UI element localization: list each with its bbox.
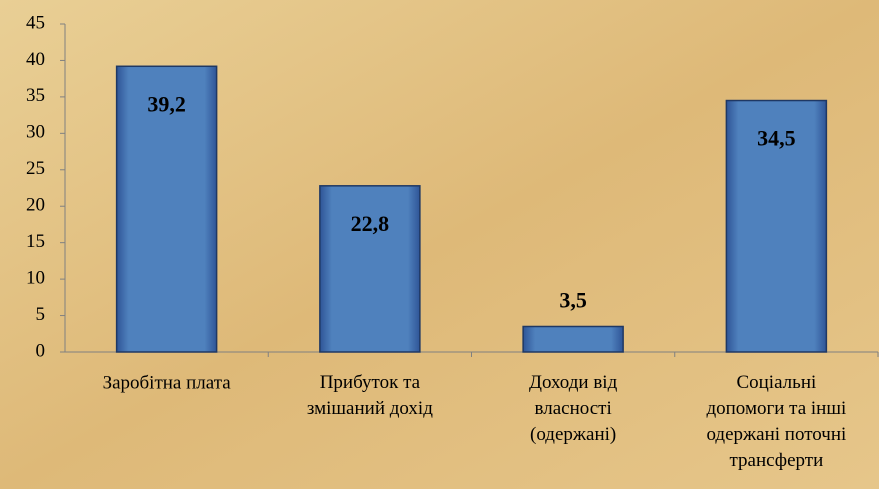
x-tick-label: Доходи від власності (одержані) [529, 372, 618, 445]
x-tick-label: Заробітна плата [103, 372, 232, 393]
y-tick-label: 35 [26, 85, 45, 106]
y-tick-label: 0 [36, 340, 46, 361]
y-tick-label: 15 [26, 231, 45, 252]
bar [725, 99, 828, 353]
y-tick-label: 20 [26, 195, 45, 216]
x-tick-label: Соціальні допомоги та інші одержані поточн… [706, 372, 846, 471]
value-label: 39,2 [147, 91, 186, 116]
bar [522, 325, 624, 353]
y-tick-label: 25 [26, 158, 45, 179]
bar [319, 185, 421, 353]
y-tick-label: 40 [26, 49, 45, 70]
value-label: 22,8 [351, 211, 390, 236]
value-label: 3,5 [559, 288, 587, 313]
bar [115, 65, 218, 353]
x-tick-label: Прибуток та змішаний дохід [307, 372, 433, 419]
y-tick-label: 10 [26, 267, 45, 288]
y-tick-label: 5 [36, 304, 46, 325]
y-tick-label: 30 [26, 122, 45, 143]
y-tick-label: 45 [26, 12, 45, 33]
value-label: 34,5 [757, 126, 796, 151]
